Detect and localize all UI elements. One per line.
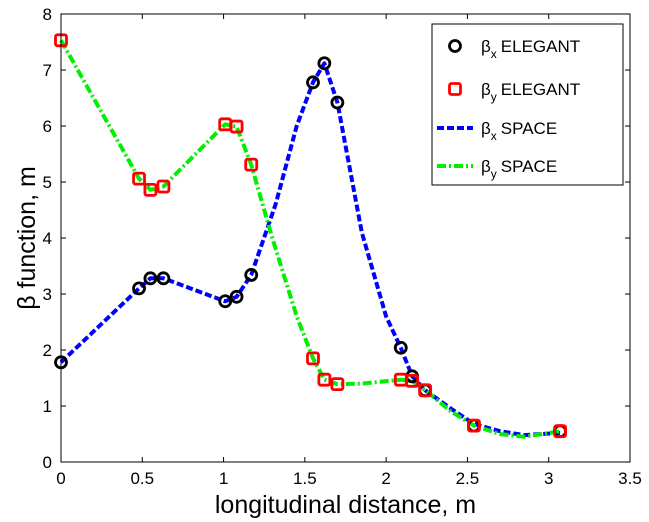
- data-point-bx-elegant: [393, 340, 408, 355]
- y-tick-label: 6: [43, 117, 52, 136]
- x-tick-label: 1: [219, 469, 228, 488]
- y-tick-label: 7: [43, 61, 52, 80]
- series-line-2: [59, 61, 561, 438]
- x-tick-label: 3.5: [618, 469, 642, 488]
- x-tick-label: 2.5: [456, 469, 480, 488]
- data-point-bx-elegant: [317, 56, 332, 71]
- data-point-by-elegant: [418, 383, 433, 398]
- data-point-by-elegant: [244, 157, 259, 172]
- legend-marker-1: [448, 82, 462, 96]
- data-point-bx-elegant: [330, 95, 345, 110]
- y-tick-label: 4: [43, 229, 52, 248]
- data-point-bx-elegant: [229, 289, 244, 304]
- legend: βx ELEGANT βy ELEGANT βx SPACE βy SPACE: [431, 23, 624, 186]
- y-tick-label: 8: [43, 5, 52, 24]
- x-tick-label: 2: [381, 469, 390, 488]
- legend-marker-0: [448, 39, 462, 53]
- data-point-bx-elegant: [156, 271, 171, 286]
- legend-label-3: βy SPACE: [481, 157, 557, 181]
- data-point-bx-elegant: [132, 281, 146, 296]
- x-tick-label: 1.5: [293, 469, 317, 488]
- data-point-bx-elegant: [244, 268, 259, 282]
- data-point-by-elegant: [330, 377, 345, 392]
- y-tick-label: 1: [43, 397, 52, 416]
- x-tick-label: 3: [544, 469, 553, 488]
- x-axis-label: longitudinal distance, m: [215, 491, 476, 519]
- data-point-by-elegant: [467, 418, 481, 433]
- y-tick-label: 5: [43, 173, 52, 192]
- data-point-by-elegant: [553, 424, 567, 439]
- y-tick-label: 3: [43, 285, 52, 304]
- legend-box: [431, 23, 624, 186]
- legend-label-1: βy ELEGANT: [481, 80, 580, 104]
- data-point-by-elegant: [143, 182, 158, 197]
- y-axis-label: β function, m: [13, 166, 41, 310]
- data-point-bx-elegant: [143, 271, 158, 286]
- data-point-by-elegant: [405, 373, 420, 388]
- data-point-by-elegant: [229, 119, 244, 134]
- data-point-bx-elegant: [306, 75, 320, 90]
- y-tick-label: 2: [43, 341, 52, 360]
- data-point-by-elegant: [132, 171, 146, 186]
- data-point-by-elegant: [306, 351, 320, 366]
- series-line-3: [59, 39, 561, 439]
- y-tick-label: 0: [43, 453, 52, 472]
- x-tick-label: 0.5: [130, 469, 154, 488]
- data-point-bx-elegant: [218, 294, 233, 309]
- data-point-by-elegant: [317, 372, 332, 387]
- data-point-by-elegant: [156, 179, 171, 194]
- legend-label-2: βx SPACE: [481, 119, 557, 143]
- x-tick-label: 0: [56, 469, 65, 488]
- legend-label-0: βx ELEGANT: [481, 37, 580, 61]
